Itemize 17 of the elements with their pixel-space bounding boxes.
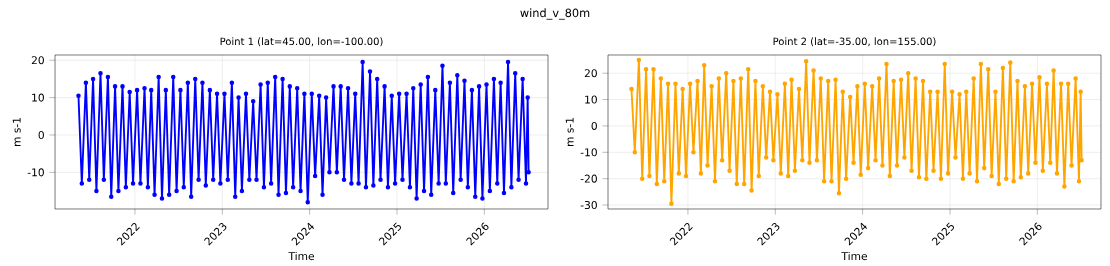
y-tick-label: 0 bbox=[591, 121, 597, 130]
y-tick-label: -10 bbox=[27, 168, 44, 177]
y-tick-label: -20 bbox=[580, 174, 597, 183]
y-tick-label: 20 bbox=[31, 56, 44, 65]
y-axis-title: m s-1 bbox=[12, 118, 21, 147]
text: wind_v_80m bbox=[520, 8, 590, 20]
y-tick-label: 0 bbox=[38, 130, 44, 140]
y-tick-label: 20 bbox=[584, 69, 597, 78]
x-axis-title: Time bbox=[288, 251, 315, 261]
chart-title: Point 2 (lat=-35.00, lon=155.00) bbox=[773, 37, 936, 47]
y-tick-label: 10 bbox=[32, 93, 44, 102]
y-axis-title: m s-1 bbox=[565, 118, 574, 147]
y-tick-label: 10 bbox=[585, 95, 597, 104]
y-tick-label: -30 bbox=[580, 200, 597, 210]
chart-title: Point 1 (lat=45.00, lon=-100.00) bbox=[220, 37, 383, 47]
x-axis-title: Time bbox=[841, 251, 867, 261]
y-tick-label: -10 bbox=[580, 148, 597, 157]
